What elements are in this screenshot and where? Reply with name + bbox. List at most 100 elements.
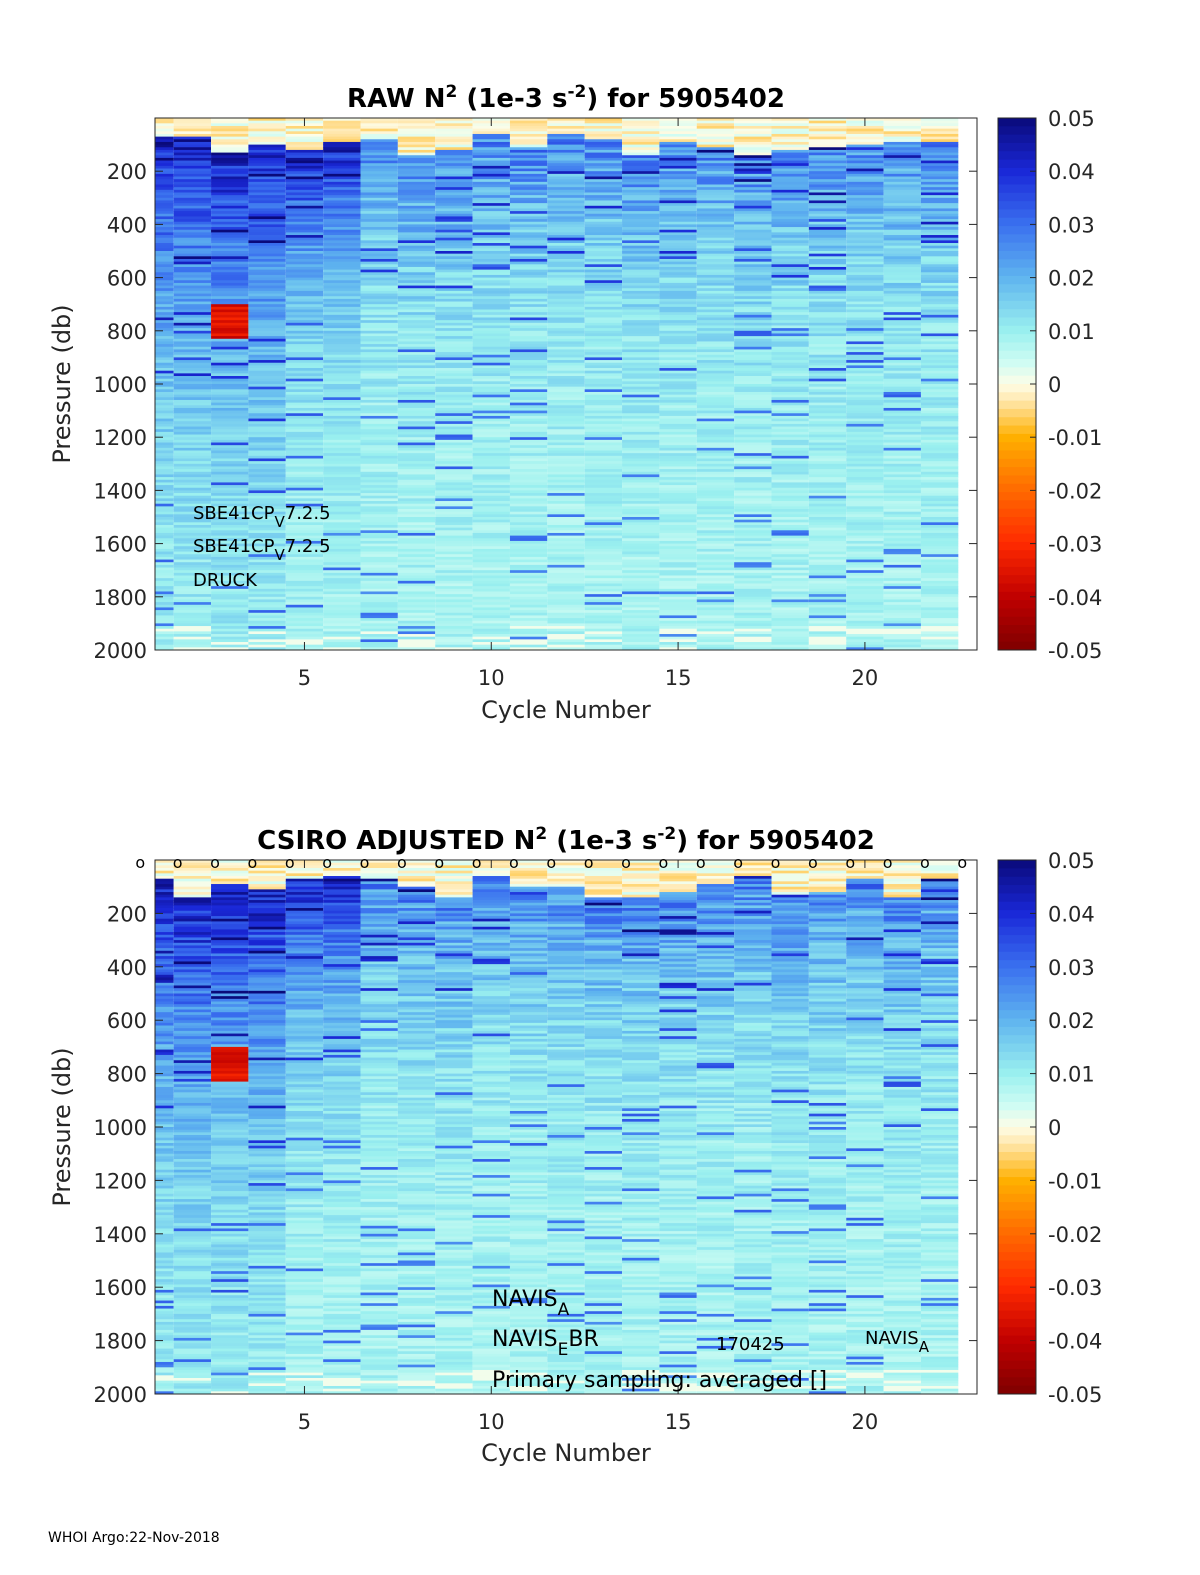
heatmap-cell [397, 487, 436, 491]
heatmap-cell [547, 344, 585, 348]
heatmap-cell [155, 298, 174, 302]
heatmap-cell [659, 487, 697, 491]
heatmap-cell [622, 642, 660, 646]
heatmap-cell [622, 120, 660, 124]
heatmap-cell [173, 985, 212, 989]
heatmap-cell [771, 171, 809, 175]
heatmap-cell [173, 1356, 212, 1360]
heatmap-cell [360, 133, 398, 138]
heatmap-cell [173, 506, 212, 510]
heatmap-cell [211, 203, 249, 207]
heatmap-cell [472, 314, 510, 318]
heatmap-cell [622, 591, 660, 595]
heatmap-cell [846, 312, 884, 316]
heatmap-cell [285, 431, 324, 435]
heatmap-cell [155, 522, 174, 526]
heatmap-cell [155, 596, 174, 600]
heatmap-cell [155, 1065, 174, 1069]
heatmap-cell [696, 482, 735, 486]
heatmap-cell [248, 602, 286, 606]
heatmap-cell [883, 594, 921, 598]
heatmap-cell [734, 285, 772, 289]
heatmap-cell [622, 564, 660, 568]
heatmap-cell [173, 1383, 212, 1387]
heatmap-cell [211, 458, 249, 462]
heatmap-cell [734, 551, 772, 555]
heatmap-cell [920, 391, 959, 396]
heatmap-cell [808, 277, 847, 281]
heatmap-cell [771, 524, 809, 529]
heatmap-cell [883, 171, 921, 175]
heatmap-cell [155, 179, 174, 183]
heatmap-cell [360, 208, 398, 212]
heatmap-cell [155, 1073, 174, 1077]
heatmap-cell [771, 453, 809, 457]
heatmap-cell [846, 522, 884, 526]
heatmap-cell [248, 376, 286, 380]
heatmap-cell [173, 216, 212, 220]
heatmap-cell [323, 141, 361, 145]
heatmap-cell [622, 575, 660, 579]
heatmap-cell [155, 288, 174, 292]
heatmap-cell [211, 636, 249, 640]
heatmap-cell [211, 330, 249, 334]
heatmap-cell [920, 578, 959, 582]
heatmap-cell [173, 235, 212, 239]
heatmap-cell [397, 511, 436, 515]
heatmap-cell [155, 607, 174, 611]
heatmap-cell [211, 535, 249, 539]
heatmap-cell [155, 282, 174, 286]
heatmap-cell [435, 141, 473, 145]
heatmap-cell [248, 269, 286, 273]
heatmap-cell [584, 639, 623, 643]
heatmap-cell [547, 618, 585, 622]
heatmap-cell [173, 948, 212, 952]
heatmap-cell [211, 490, 249, 494]
heatmap-cell [734, 554, 772, 558]
heatmap-cell [622, 338, 660, 342]
heatmap-cell [622, 248, 660, 252]
heatmap-cell [547, 506, 585, 510]
heatmap-cell [155, 1249, 174, 1253]
heatmap-cell [696, 216, 735, 220]
heatmap-cell [155, 1137, 174, 1141]
heatmap-cell [397, 548, 436, 552]
heatmap-cell [696, 203, 735, 207]
heatmap-cell [173, 924, 212, 928]
heatmap-cell [846, 461, 884, 465]
heatmap-cell [696, 381, 735, 385]
heatmap-cell [248, 285, 286, 289]
heatmap-cell [883, 522, 921, 526]
heatmap-cell [323, 237, 361, 241]
heatmap-cell [472, 482, 510, 486]
heatmap-cell [472, 583, 510, 587]
heatmap-cell [622, 184, 660, 188]
heatmap-cell [808, 272, 847, 276]
heatmap-cell [285, 487, 324, 491]
heatmap-cell [435, 322, 473, 326]
heatmap-cell [509, 131, 548, 135]
heatmap-cell [173, 333, 212, 337]
heatmap-cell [472, 173, 510, 177]
heatmap-cell [323, 567, 361, 571]
heatmap-cell [155, 1028, 174, 1032]
heatmap-cell [622, 243, 660, 247]
heatmap-cell [920, 612, 959, 616]
colorbar-segment [998, 508, 1036, 518]
heatmap-cell [846, 559, 884, 563]
heatmap-cell [883, 216, 921, 220]
heatmap-cell [883, 120, 921, 124]
heatmap-cell [808, 594, 847, 598]
heatmap-cell [155, 1228, 174, 1232]
heatmap-cell [771, 152, 809, 156]
heatmap-cell [285, 578, 324, 582]
heatmap-cell [360, 572, 398, 576]
heatmap-cell [622, 298, 660, 302]
heatmap-cell [173, 517, 212, 521]
heatmap-cell [435, 272, 473, 276]
heatmap-cell [397, 128, 436, 132]
heatmap-cell [397, 564, 436, 568]
heatmap-cell [323, 288, 361, 292]
heatmap-cell [248, 171, 286, 175]
heatmap-cell [920, 477, 959, 481]
